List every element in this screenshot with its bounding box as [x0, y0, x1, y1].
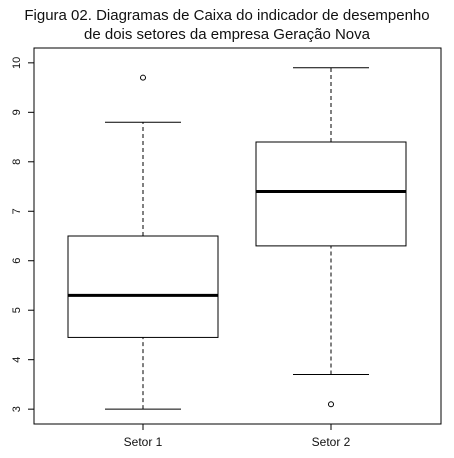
x-category-label: Setor 2 — [312, 435, 351, 449]
y-tick-label: 5 — [11, 307, 23, 313]
y-tick-label: 4 — [11, 357, 23, 363]
x-axis: Setor 1 Setor 2 — [124, 423, 351, 449]
iqr-box — [255, 141, 407, 247]
chart-title-line-2: de dois setores da empresa Geração Nova — [84, 26, 371, 43]
y-tick-label: 8 — [11, 159, 23, 165]
y-tick-label: 9 — [11, 109, 23, 115]
y-tick-label: 7 — [11, 208, 23, 214]
y-tick-label: 10 — [11, 57, 23, 69]
iqr-box — [67, 235, 219, 338]
outlier-point — [140, 74, 146, 81]
y-tick-label: 6 — [11, 258, 23, 264]
outlier-point — [328, 401, 334, 408]
x-category-label: Setor 1 — [124, 435, 163, 449]
y-tick-label: 3 — [11, 406, 23, 412]
chart-title-line-1: Figura 02. Diagramas de Caixa do indicad… — [24, 7, 429, 24]
box-group — [67, 67, 407, 410]
y-axis: 3 4 5 6 7 8 9 10 — [11, 57, 35, 412]
